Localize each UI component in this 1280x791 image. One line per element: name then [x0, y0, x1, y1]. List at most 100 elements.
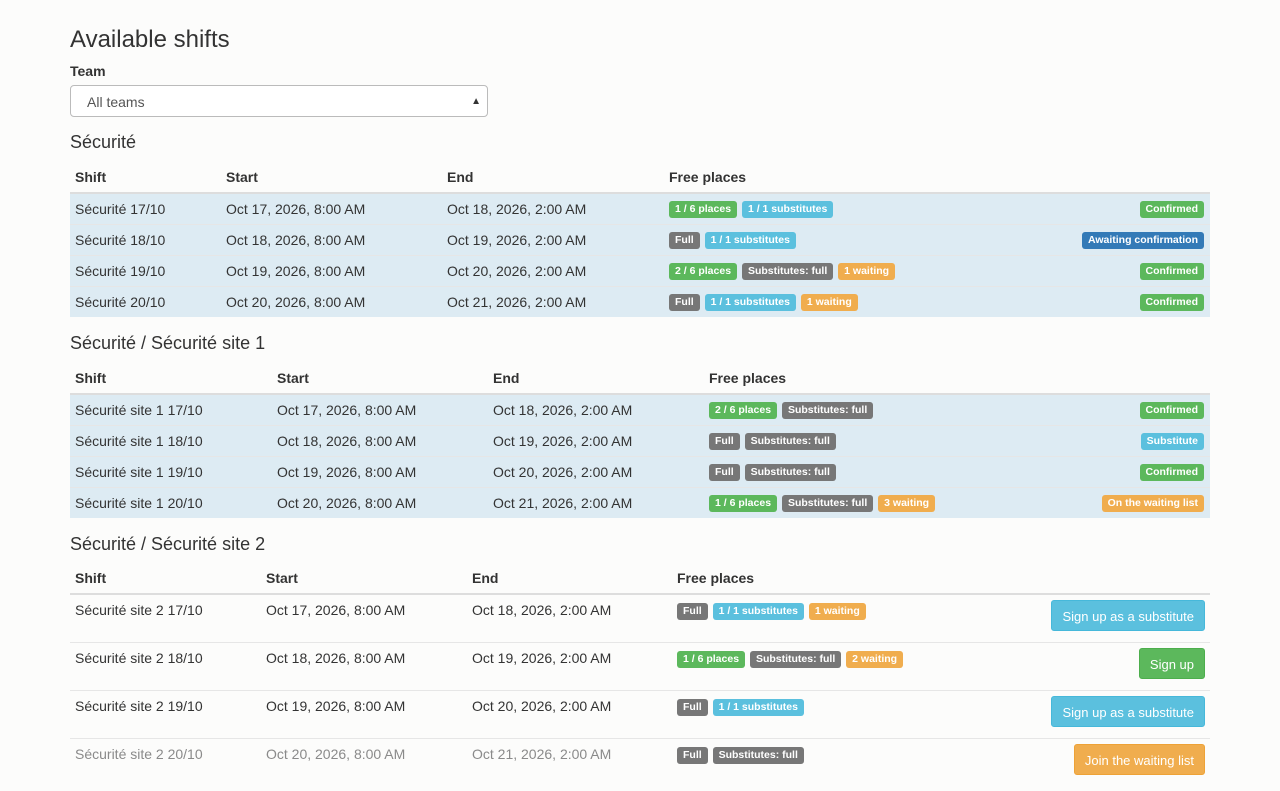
shift-start: Oct 18, 2026, 8:00 AM	[272, 425, 488, 457]
action-cell: Join the waiting list	[972, 738, 1210, 786]
action-cell: Sign up as a substitute	[972, 690, 1210, 739]
shift-start: Oct 18, 2026, 8:00 AM	[261, 642, 467, 691]
sign-up-substitute-button[interactable]: Sign up as a substitute	[1051, 696, 1205, 727]
header-start: Start	[272, 363, 488, 395]
section-title: Sécurité	[70, 132, 137, 152]
header-start: Start	[221, 162, 442, 194]
table-row: Sécurité site 2 18/10 Oct 18, 2026, 8:00…	[70, 642, 1210, 691]
table-row: Sécurité 17/10 Oct 17, 2026, 8:00 AM Oct…	[70, 193, 1210, 225]
places-badge: 2 / 6 places	[669, 262, 738, 280]
status-cell: Confirmed	[964, 193, 1210, 225]
status-badge: Confirmed	[1139, 401, 1204, 419]
waiting-badge: 1 waiting	[800, 293, 858, 311]
substitutes-badge: Substitutes: full	[744, 463, 836, 481]
free-places: 2 / 6 places Substitutes: full 1 waiting	[664, 255, 964, 287]
substitutes-badge: Substitutes: full	[781, 401, 874, 419]
status-cell: Substitute	[1004, 425, 1210, 457]
shift-start: Oct 17, 2026, 8:00 AM	[266, 602, 406, 618]
places-badge: Full	[677, 602, 708, 620]
shift-name: Sécurité site 1 17/10	[70, 394, 272, 426]
places-badge: Full	[669, 293, 700, 311]
action-cell: Sign up as a substitute	[972, 594, 1210, 643]
shifts-table: Shift Start End Free places Sécurité 17/…	[70, 162, 1210, 317]
table-row: Sécurité site 1 18/10 Oct 18, 2026, 8:00…	[70, 425, 1210, 457]
shift-name: Sécurité site 2 17/10	[75, 602, 203, 618]
status-cell: On the waiting list	[1004, 487, 1210, 518]
table-row: Sécurité 19/10 Oct 19, 2026, 8:00 AM Oct…	[70, 255, 1210, 287]
status-cell: Confirmed	[1004, 456, 1210, 488]
page: Available shifts Team All teams ▲ Sécuri…	[70, 0, 1210, 786]
header-free-places: Free places	[704, 363, 1004, 395]
header-status	[1004, 363, 1210, 395]
shifts-table: Shift Start End Free places Sécurité sit…	[70, 363, 1210, 518]
shift-start: Oct 17, 2026, 8:00 AM	[272, 394, 488, 426]
table-row: Sécurité site 2 20/10 Oct 20, 2026, 8:00…	[70, 738, 1210, 786]
substitutes-badge: Substitutes: full	[712, 746, 804, 764]
header-end: End	[442, 162, 664, 194]
header-action	[972, 563, 1210, 595]
table-header: Shift Start End Free places	[70, 162, 1210, 194]
free-places: Full Substitutes: full	[672, 738, 972, 786]
section-title: Sécurité / Sécurité site 2	[70, 534, 266, 554]
header-status	[964, 162, 1210, 194]
header-end: End	[467, 563, 672, 595]
shift-name: Sécurité site 1 19/10	[70, 456, 272, 488]
header-free-places: Free places	[672, 563, 972, 595]
status-badge: Confirmed	[1139, 200, 1204, 218]
shift-end: Oct 20, 2026, 2:00 AM	[488, 456, 704, 488]
action-cell: Sign up	[972, 642, 1210, 691]
shift-end: Oct 18, 2026, 2:00 AM	[488, 394, 704, 426]
status-cell: Awaiting confirmation	[964, 224, 1210, 256]
places-badge: 2 / 6 places	[709, 401, 778, 419]
shift-end: Oct 20, 2026, 2:00 AM	[467, 690, 672, 739]
free-places: 1 / 6 places Substitutes: full 2 waiting	[672, 642, 972, 691]
free-places: 2 / 6 places Substitutes: full	[704, 394, 1004, 426]
status-cell: Confirmed	[964, 286, 1210, 317]
team-select-value: All teams	[87, 94, 145, 110]
shift-end: Oct 21, 2026, 2:00 AM	[442, 286, 664, 317]
shift-end: Oct 20, 2026, 2:00 AM	[442, 255, 664, 287]
shift-name: Sécurité 20/10	[70, 286, 221, 317]
status-cell: Confirmed	[1004, 394, 1210, 426]
status-badge: Confirmed	[1139, 463, 1204, 481]
sign-up-button[interactable]: Sign up	[1138, 648, 1205, 679]
shift-end: Oct 19, 2026, 2:00 AM	[442, 224, 664, 256]
page-title: Available shifts	[70, 26, 230, 53]
status-cell: Confirmed	[964, 255, 1210, 287]
shift-start: Oct 19, 2026, 8:00 AM	[221, 255, 442, 287]
places-badge: 1 / 6 places	[709, 494, 778, 512]
substitutes-badge: Substitutes: full	[741, 262, 834, 280]
team-label: Team	[70, 63, 106, 79]
status-badge: On the waiting list	[1101, 494, 1204, 512]
table-row: Sécurité 20/10 Oct 20, 2026, 8:00 AM Oct…	[70, 286, 1210, 317]
free-places: Full Substitutes: full	[704, 425, 1004, 457]
waiting-badge: 1 waiting	[838, 262, 896, 280]
places-badge: Full	[677, 698, 708, 716]
free-places: Full 1 / 1 substitutes	[672, 690, 972, 739]
team-select[interactable]: All teams ▲	[70, 85, 488, 117]
sign-up-substitute-button[interactable]: Sign up as a substitute	[1051, 600, 1205, 631]
status-badge: Confirmed	[1139, 262, 1204, 280]
shift-name: Sécurité site 1 20/10	[70, 487, 272, 518]
places-badge: Full	[669, 231, 700, 249]
shift-name: Sécurité site 2 19/10	[70, 690, 261, 739]
shift-start: Oct 19, 2026, 8:00 AM	[261, 690, 467, 739]
shift-start: Oct 18, 2026, 8:00 AM	[221, 224, 442, 256]
table-row: Sécurité site 1 17/10 Oct 17, 2026, 8:00…	[70, 394, 1210, 426]
table-row: Sécurité 18/10 Oct 18, 2026, 8:00 AM Oct…	[70, 224, 1210, 256]
free-places: Full 1 / 1 substitutes 1 waiting	[672, 594, 972, 643]
free-places: Full Substitutes: full	[704, 456, 1004, 488]
shift-end: Oct 18, 2026, 2:00 AM	[442, 193, 664, 225]
shift-end: Oct 21, 2026, 2:00 AM	[467, 738, 672, 786]
header-free-places: Free places	[664, 162, 964, 194]
chevron-down-icon: ▲	[471, 96, 481, 107]
waiting-badge: 2 waiting	[846, 650, 904, 668]
table-row: Sécurité site 2 17/10 Oct 17, 2026, 8:00…	[70, 594, 1210, 643]
table-row: Sécurité site 1 19/10 Oct 19, 2026, 8:00…	[70, 456, 1210, 488]
join-waiting-list-button[interactable]: Join the waiting list	[1073, 744, 1205, 775]
table-row: Sécurité site 1 20/10 Oct 20, 2026, 8:00…	[70, 487, 1210, 518]
substitutes-badge: Substitutes: full	[781, 494, 874, 512]
status-badge: Substitute	[1140, 432, 1204, 450]
shifts-table: Shift Start End Free places Sécurité sit…	[70, 563, 1210, 786]
substitutes-badge: 1 / 1 substitutes	[704, 293, 796, 311]
